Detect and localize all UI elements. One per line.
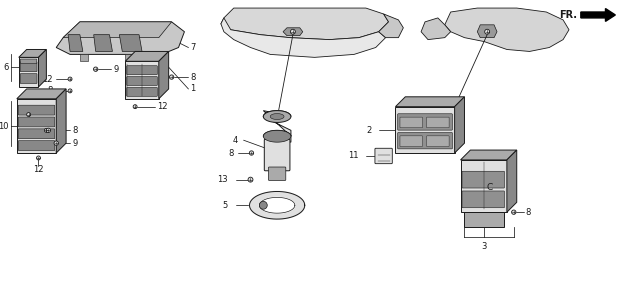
FancyBboxPatch shape [397,114,452,130]
FancyBboxPatch shape [127,87,157,96]
Polygon shape [68,35,83,51]
Polygon shape [19,57,38,87]
Polygon shape [461,150,516,160]
Polygon shape [63,22,172,38]
Polygon shape [19,50,46,57]
Circle shape [68,77,72,81]
Text: 13: 13 [217,175,228,184]
FancyBboxPatch shape [19,129,55,139]
Circle shape [46,128,51,132]
Polygon shape [17,89,66,99]
Text: 5: 5 [223,201,228,210]
Polygon shape [379,14,403,38]
Polygon shape [159,51,169,99]
Circle shape [44,128,49,132]
FancyBboxPatch shape [427,117,449,128]
Polygon shape [259,197,295,213]
Polygon shape [119,35,142,51]
FancyBboxPatch shape [264,139,290,171]
Polygon shape [17,99,56,153]
FancyBboxPatch shape [19,105,55,115]
Text: 11: 11 [348,152,359,160]
Polygon shape [477,25,497,38]
Polygon shape [56,22,184,55]
FancyBboxPatch shape [19,117,55,127]
Polygon shape [221,18,385,57]
Circle shape [93,67,98,71]
Polygon shape [507,150,516,212]
Text: 12: 12 [33,165,44,174]
Polygon shape [454,97,465,153]
Polygon shape [445,8,569,51]
Text: 9: 9 [113,65,118,74]
Text: 9: 9 [72,139,77,148]
Polygon shape [125,61,159,99]
Circle shape [248,177,253,182]
Circle shape [484,29,490,34]
Circle shape [133,105,137,109]
Text: FR.: FR. [559,10,577,20]
Circle shape [68,89,72,93]
Text: 7: 7 [190,43,196,52]
Text: 6: 6 [4,63,9,72]
Polygon shape [56,89,66,153]
Text: 4: 4 [232,136,237,145]
Text: 12: 12 [42,75,52,83]
Polygon shape [93,35,113,51]
Polygon shape [263,130,291,142]
FancyBboxPatch shape [127,77,157,85]
Text: 8: 8 [190,73,196,82]
Polygon shape [125,51,169,61]
FancyBboxPatch shape [19,141,55,151]
FancyBboxPatch shape [400,117,422,128]
FancyBboxPatch shape [127,66,157,75]
FancyBboxPatch shape [427,136,449,147]
Polygon shape [270,114,284,120]
Circle shape [27,113,31,116]
FancyBboxPatch shape [397,132,452,149]
FancyBboxPatch shape [375,148,392,164]
Circle shape [291,29,296,34]
Circle shape [511,210,516,214]
Polygon shape [263,111,291,142]
Text: 3: 3 [481,242,487,251]
Text: 10: 10 [0,122,9,131]
Polygon shape [396,107,454,153]
FancyBboxPatch shape [20,62,37,72]
FancyBboxPatch shape [268,167,286,180]
FancyBboxPatch shape [400,136,422,147]
FancyArrow shape [581,9,615,21]
Circle shape [54,141,58,145]
Circle shape [250,151,253,155]
FancyBboxPatch shape [462,171,504,188]
Polygon shape [38,50,46,87]
Polygon shape [263,111,291,123]
FancyBboxPatch shape [462,191,504,208]
Polygon shape [221,8,388,40]
Polygon shape [461,160,507,212]
Polygon shape [396,97,465,107]
Circle shape [170,75,174,79]
Polygon shape [80,55,88,61]
Text: 12: 12 [157,102,167,111]
Polygon shape [283,28,303,36]
Polygon shape [421,18,451,40]
Text: 2: 2 [367,126,372,135]
Circle shape [259,201,268,209]
FancyBboxPatch shape [20,59,37,63]
Polygon shape [465,212,504,227]
Text: 8: 8 [47,86,52,95]
Polygon shape [250,192,305,219]
Polygon shape [125,55,133,61]
Text: 1: 1 [190,84,196,93]
Text: C: C [487,183,493,192]
Circle shape [36,156,40,160]
Text: 8: 8 [228,148,234,157]
FancyBboxPatch shape [20,74,37,83]
Text: 8: 8 [72,126,77,135]
Text: 8: 8 [525,208,531,217]
